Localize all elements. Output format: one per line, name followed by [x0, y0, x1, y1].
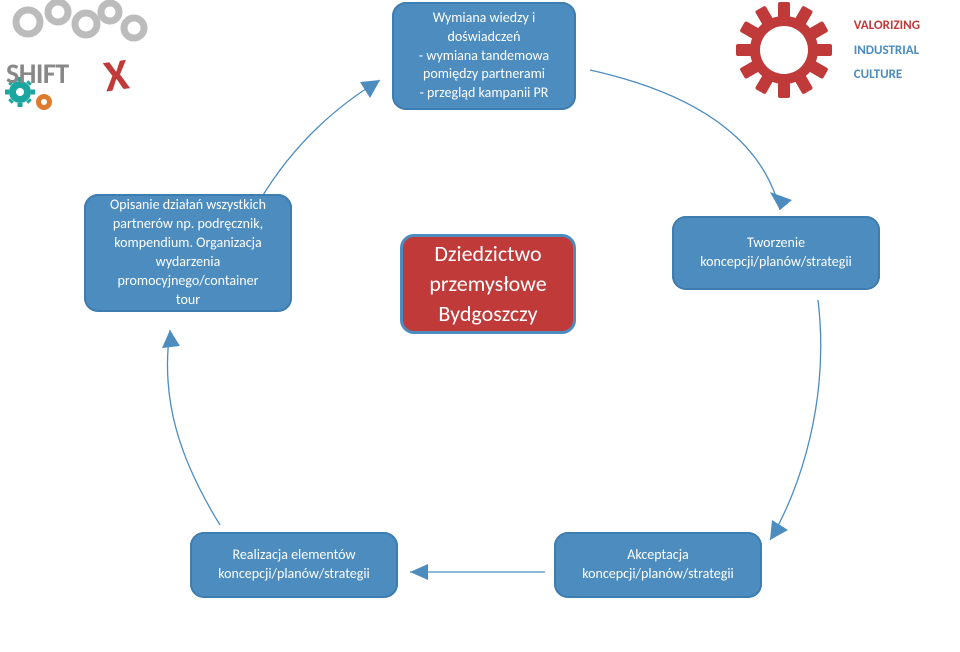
shift-x-logo: SHIFT X: [0, 0, 170, 120]
node-line: partnerów np. podręcznik,: [113, 215, 263, 234]
node-realization: Realizacja elementówkoncepcji/planów/str…: [190, 532, 398, 598]
node-description: Opisanie działań wszystkichpartnerów np.…: [84, 194, 292, 312]
node-line: promocyjnego/container: [118, 272, 259, 291]
node-exchange: Wymiana wiedzy idoświadczeń- wymiana tan…: [392, 2, 576, 110]
node-line: doświadczeń: [448, 28, 521, 47]
diagram-stage: SHIFT X VALORIZING INDUSTRIAL CULTURE: [0, 0, 960, 652]
node-line: - przegląd kampanii PR: [420, 84, 549, 103]
logo-text: SHIFT: [6, 56, 69, 91]
tagline: VALORIZING INDUSTRIAL CULTURE: [854, 14, 920, 88]
node-center-heritage: DziedzictwoprzemysłoweBydgoszczy: [400, 234, 576, 334]
tagline-line-1: VALORIZING: [854, 14, 920, 39]
node-line: - wymiana tandemowa: [419, 47, 549, 66]
tagline-line-2: INDUSTRIAL: [854, 39, 920, 64]
node-line: pomiędzy partnerami: [423, 65, 545, 84]
gear-icon: [734, 0, 834, 100]
node-line: przemysłowe: [429, 269, 546, 299]
node-acceptance: Akceptacjakoncepcji/planów/strategii: [554, 532, 762, 598]
node-line: wydarzenia: [156, 253, 221, 272]
node-line: tour: [176, 291, 200, 310]
node-line: Akceptacja: [627, 546, 689, 565]
node-creation: Tworzeniekoncepcji/planów/strategii: [672, 216, 880, 290]
node-line: koncepcji/planów/strategii: [700, 253, 852, 272]
node-line: Tworzenie: [747, 234, 805, 253]
node-line: kompendium. Organizacja: [114, 234, 262, 253]
node-line: Bydgoszczy: [438, 299, 537, 329]
node-line: Wymiana wiedzy i: [433, 9, 535, 28]
node-line: koncepcji/planów/strategii: [218, 565, 370, 584]
tagline-line-3: CULTURE: [854, 63, 920, 88]
node-line: Dziedzictwo: [434, 239, 541, 269]
node-line: koncepcji/planów/strategii: [582, 565, 734, 584]
node-line: Realizacja elementów: [232, 546, 355, 565]
node-line: Opisanie działań wszystkich: [110, 196, 266, 215]
